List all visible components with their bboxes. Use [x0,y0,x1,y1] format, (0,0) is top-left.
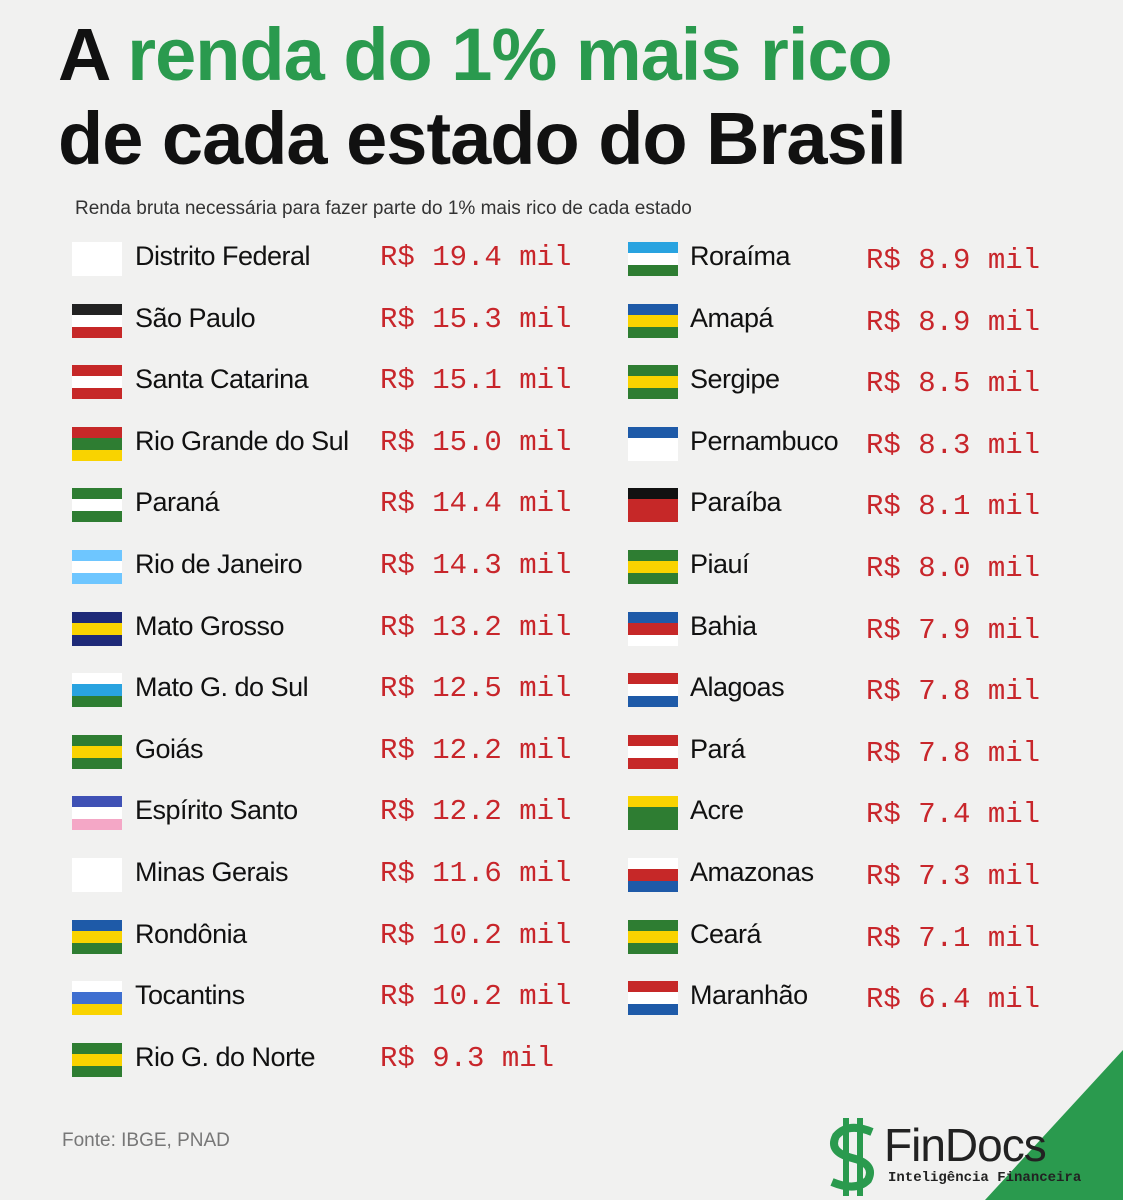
state-name: Mato G. do Sul [135,672,309,703]
state-name: Mato Grosso [135,610,285,641]
flag [72,919,122,954]
logo-icon [830,1123,874,1191]
state-name: Rio de Janeiro [135,549,303,579]
state-name: Tocantins [135,980,245,1011]
income-value: R$ 6.4 mil [866,983,1041,1017]
flag [628,734,678,769]
income-value: R$ 8.9 mil [866,305,1041,339]
state-name: Santa Catarina [135,364,309,395]
state-name: Distrito Federal [135,241,311,271]
flag [72,734,122,769]
flag [72,242,122,276]
flag [72,1042,122,1077]
flag [72,858,122,892]
state-name: Paraíba [690,487,782,518]
income-value: R$ 10.2 mil [380,918,572,952]
income-value: R$ 9.3 mil [380,1041,555,1075]
income-value: R$ 15.1 mil [380,364,572,398]
flag [628,673,678,708]
flag [72,488,122,523]
flag [72,673,122,708]
flag [628,796,678,831]
income-value: R$ 7.8 mil [866,675,1041,709]
income-value: R$ 12.5 mil [380,672,572,706]
state-name: São Paulo [135,302,256,333]
flag [628,611,678,646]
subtitle: Renda bruta necessária para fazer parte … [75,198,692,219]
state-name: Goiás [135,733,204,764]
income-value: R$ 15.0 mil [380,425,572,459]
state-name: Rio G. do Norte [135,1041,316,1072]
flag [72,796,122,831]
state-name: Sergipe [690,364,780,395]
state-name: Maranhão [690,980,808,1011]
title-lead: A [58,13,109,96]
flag [628,488,678,523]
state-name: Amazonas [690,857,814,887]
income-value: R$ 14.3 mil [380,549,572,582]
state-name: Ceará [690,918,762,949]
title-line-1: A renda do 1% mais rico [58,12,893,97]
income-value: R$ 8.0 mil [866,552,1041,585]
flag [628,365,678,400]
income-value: R$ 8.5 mil [866,367,1041,401]
state-name: Rondônia [135,918,247,949]
flag [72,550,122,584]
source: Fonte: IBGE, PNAD [62,1130,230,1151]
state-name: Bahia [690,610,757,641]
income-value: R$ 8.1 mil [866,490,1041,524]
logo-tagline: Inteligência Financeira [888,1170,1082,1186]
state-name: Piauí [690,549,750,579]
income-value: R$ 11.6 mil [380,857,572,890]
state-name: Espírito Santo [135,795,298,826]
income-value: R$ 7.3 mil [866,860,1041,893]
flag [72,981,122,1016]
flag [628,919,678,954]
income-value: R$ 19.4 mil [380,241,572,274]
income-value: R$ 15.3 mil [380,302,572,336]
flag [628,242,678,276]
state-name: Pará [690,733,746,764]
income-value: R$ 13.2 mil [380,610,572,644]
income-value: R$ 8.9 mil [866,244,1041,277]
state-name: Pernambuco [690,425,839,456]
state-name: Acre [690,795,744,826]
income-value: R$ 14.4 mil [380,487,572,521]
flag [628,550,678,584]
state-name: Minas Gerais [135,857,289,887]
income-value: R$ 7.1 mil [866,921,1041,955]
state-name: Rio Grande do Sul [135,425,349,456]
flag [628,303,678,338]
income-value: R$ 12.2 mil [380,795,572,829]
logo-name: FinDocs [884,1119,1047,1171]
income-value: R$ 7.8 mil [866,736,1041,770]
flag [72,426,122,461]
state-name: Alagoas [690,672,785,703]
flag [628,858,678,892]
flag [72,365,122,400]
income-value: R$ 7.4 mil [866,798,1041,832]
state-name: Paraná [135,487,220,518]
flag [628,981,678,1016]
state-name: Roraíma [690,241,791,271]
income-value: R$ 12.2 mil [380,733,572,767]
title-highlight: renda do 1% mais rico [127,13,892,96]
flag [72,303,122,338]
state-name: Amapá [690,302,774,333]
income-value: R$ 7.9 mil [866,613,1041,647]
income-value: R$ 8.3 mil [866,428,1041,462]
flag [72,611,122,646]
flag [628,426,678,461]
title-line-2: de cada estado do Brasil [58,97,907,180]
income-value: R$ 10.2 mil [380,980,572,1014]
